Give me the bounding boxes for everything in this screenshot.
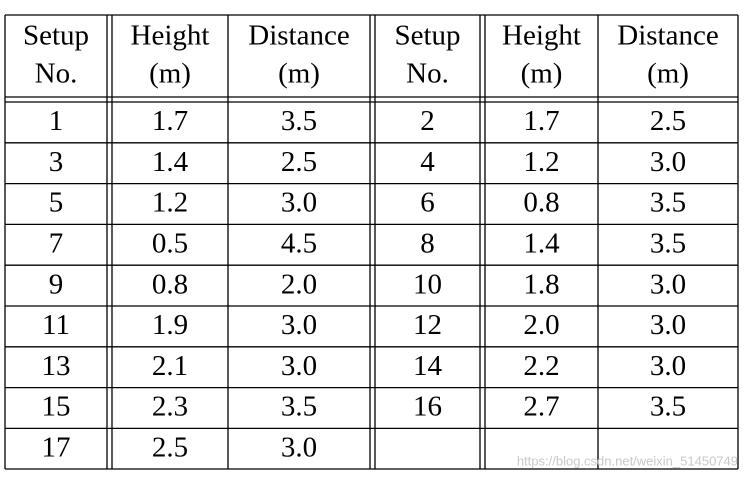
header-cell: Setup [394,20,460,52]
header-cell: Height [502,20,581,52]
cell: 12 [413,309,442,341]
cell: 3.0 [650,268,686,300]
header-cell: No. [35,58,78,90]
cell: 2.0 [281,268,317,300]
cell: 1.2 [523,146,559,178]
cell: 11 [42,309,70,341]
cell: 7 [49,227,64,259]
cell: 2.5 [152,431,188,463]
cell: 13 [42,350,71,382]
header-cell: Setup [23,20,89,52]
watermark: https://blog.csdn.net/weixin_51450749 [517,453,738,468]
cell: 2.1 [152,350,188,382]
cell: 3.0 [650,309,686,341]
cell: 5 [49,187,64,219]
cell: 2.3 [152,391,188,423]
header-cell: Distance [248,20,349,52]
cell: 4.5 [281,227,317,259]
cell: 10 [413,268,442,300]
cell: 6 [420,187,435,219]
cell: 8 [420,227,435,259]
cell: 3.0 [650,146,686,178]
header-cell: (m) [647,58,689,90]
cell: 0.8 [523,187,559,219]
cell: 3.0 [281,350,317,382]
cell: 3.5 [650,227,686,259]
header-cell: (m) [278,58,320,90]
cell: 1.7 [523,105,559,137]
cell: 3.5 [650,187,686,219]
cell: 1.2 [152,187,188,219]
cell: 2.7 [523,391,559,423]
cell: 15 [42,391,71,423]
cell: 0.5 [152,227,188,259]
cell: 2.5 [281,146,317,178]
cell: 1.7 [152,105,188,137]
cell: 14 [413,350,443,382]
cell: 3.0 [281,431,317,463]
cell: 1.4 [152,146,189,178]
cell: 9 [49,268,64,300]
header-cell: Height [131,20,210,52]
cell: 4 [420,146,435,178]
cell: 1.8 [523,268,559,300]
cell: 3.5 [281,391,317,423]
cell: 3.0 [281,187,317,219]
header-cell: Distance [617,20,718,52]
header-cell: (m) [521,58,563,90]
table-borders [4,14,739,469]
cell: 3 [49,146,64,178]
cell: 2.0 [523,309,559,341]
header-cell: (m) [149,58,191,90]
cell: 0.8 [152,268,188,300]
header-cell: No. [406,58,449,90]
cell: 1.9 [152,309,188,341]
cell: 3.5 [650,391,686,423]
cell: 2.2 [523,350,559,382]
cell: 3.0 [281,309,317,341]
cell: 3.5 [281,105,317,137]
cell: 2.5 [650,105,686,137]
cell: 2 [420,105,435,137]
cell: 1.4 [523,227,560,259]
cell: 3.0 [650,350,686,382]
cell: 17 [42,431,71,463]
cell: 1 [49,105,64,137]
cell: 16 [413,391,442,423]
